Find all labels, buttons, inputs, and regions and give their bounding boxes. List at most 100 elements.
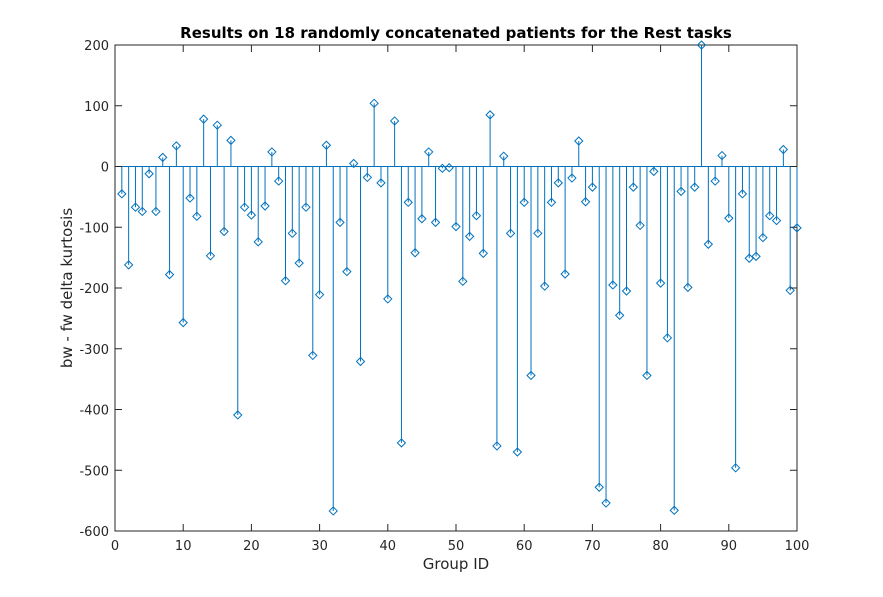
x-tick-label: 0 bbox=[111, 539, 119, 554]
stem-marker bbox=[362, 172, 373, 183]
stem-marker bbox=[574, 136, 584, 146]
stem-marker bbox=[608, 280, 618, 290]
stem-marker bbox=[335, 217, 345, 228]
stem-marker bbox=[567, 173, 577, 183]
stem-marker bbox=[164, 269, 175, 280]
stem-marker bbox=[212, 120, 223, 130]
stem-marker bbox=[710, 176, 720, 186]
stem-marker bbox=[751, 251, 761, 262]
stem-marker bbox=[389, 116, 400, 126]
y-tick-label: -400 bbox=[79, 404, 109, 419]
plot-area bbox=[114, 44, 798, 532]
chart-title: Results on 18 randomly concatenated pati… bbox=[180, 24, 732, 42]
stem-marker bbox=[655, 278, 666, 288]
stem-marker bbox=[724, 213, 734, 223]
x-tick-label: 100 bbox=[785, 539, 810, 554]
stem-marker bbox=[628, 182, 639, 192]
y-tick-label: -500 bbox=[79, 464, 109, 479]
stem-marker bbox=[158, 152, 168, 163]
stem-marker bbox=[703, 239, 714, 249]
stem-marker bbox=[178, 317, 188, 328]
stem-marker bbox=[233, 410, 243, 420]
x-tick-label: 30 bbox=[311, 539, 328, 554]
stem-marker bbox=[478, 248, 488, 259]
stem-marker bbox=[662, 333, 673, 343]
stem-marker bbox=[485, 110, 495, 120]
y-tick-label: 0 bbox=[101, 161, 109, 176]
stem-marker bbox=[778, 144, 789, 155]
stem-marker bbox=[533, 228, 543, 239]
stem-marker bbox=[553, 178, 564, 188]
stem-marker bbox=[621, 286, 632, 296]
stem-marker bbox=[226, 135, 236, 146]
stem-marker bbox=[451, 221, 461, 232]
x-tick-label: 80 bbox=[652, 539, 669, 554]
stem-marker bbox=[314, 289, 325, 300]
stem-marker bbox=[260, 201, 270, 211]
stem-marker bbox=[403, 197, 413, 208]
stem-marker bbox=[410, 248, 420, 258]
stem-marker bbox=[273, 176, 284, 186]
stem-marker bbox=[301, 202, 311, 212]
x-axis-label: Group ID bbox=[423, 555, 489, 573]
stem-marker bbox=[396, 438, 407, 448]
stem-marker bbox=[771, 215, 782, 226]
stem-marker bbox=[342, 266, 352, 277]
stem-marker bbox=[239, 202, 250, 212]
stem-marker bbox=[560, 269, 570, 279]
x-tick-label: 40 bbox=[380, 539, 397, 554]
y-axis: -600 -500 -400 -300 -200 -100 0 100 200 bbox=[79, 39, 797, 540]
stem-marker bbox=[246, 210, 257, 220]
y-tick-label: 100 bbox=[84, 100, 109, 115]
x-axis: 0 10 20 30 40 50 60 70 80 90 100 bbox=[111, 45, 810, 554]
stem-marker bbox=[642, 370, 652, 381]
stem-marker bbox=[765, 211, 775, 221]
stem-marker bbox=[614, 310, 625, 321]
stem-marker bbox=[539, 281, 550, 291]
stem-marker bbox=[444, 163, 454, 173]
stem-marker bbox=[683, 282, 693, 293]
stem-marker bbox=[696, 40, 707, 50]
x-tick-label: 90 bbox=[721, 539, 738, 554]
stem-marker bbox=[376, 178, 386, 188]
x-tick-label: 10 bbox=[175, 539, 192, 554]
x-tick-label: 70 bbox=[584, 539, 601, 554]
stem-marker bbox=[348, 158, 359, 169]
stem-marker bbox=[198, 114, 209, 124]
stem-marker bbox=[253, 237, 263, 247]
stem-marker bbox=[287, 228, 298, 239]
stem-marker bbox=[635, 220, 645, 231]
y-tick-label: -300 bbox=[79, 343, 109, 358]
stem-marker bbox=[424, 147, 434, 157]
stem-marker bbox=[137, 206, 147, 217]
stem-marker bbox=[383, 294, 393, 304]
stem-marker bbox=[594, 482, 604, 492]
y-tick-label: -200 bbox=[79, 282, 109, 297]
stem-marker bbox=[117, 189, 127, 199]
stem-marker bbox=[267, 147, 277, 157]
stem-marker bbox=[355, 356, 366, 367]
stem-marker bbox=[369, 98, 379, 109]
stem-series bbox=[117, 40, 802, 516]
stem-marker bbox=[328, 506, 338, 516]
y-tick-label: -100 bbox=[79, 221, 109, 236]
stem-marker bbox=[689, 182, 700, 192]
stem-marker bbox=[785, 285, 795, 296]
stem-marker bbox=[151, 206, 161, 217]
stem-marker bbox=[601, 498, 611, 508]
stem-marker bbox=[458, 276, 468, 287]
stem-marker bbox=[205, 251, 216, 261]
stem-marker bbox=[192, 211, 202, 222]
stem-marker bbox=[417, 214, 427, 224]
stem-marker bbox=[280, 276, 291, 286]
stem-marker bbox=[519, 197, 529, 208]
stem-marker bbox=[185, 193, 195, 203]
stem-marker bbox=[321, 140, 332, 150]
y-tick-label: -600 bbox=[79, 525, 109, 540]
x-tick-label: 20 bbox=[243, 539, 260, 554]
stem-marker bbox=[499, 151, 509, 161]
stem-marker bbox=[437, 163, 448, 174]
stem-marker bbox=[492, 441, 502, 451]
stem-marker bbox=[123, 260, 134, 270]
